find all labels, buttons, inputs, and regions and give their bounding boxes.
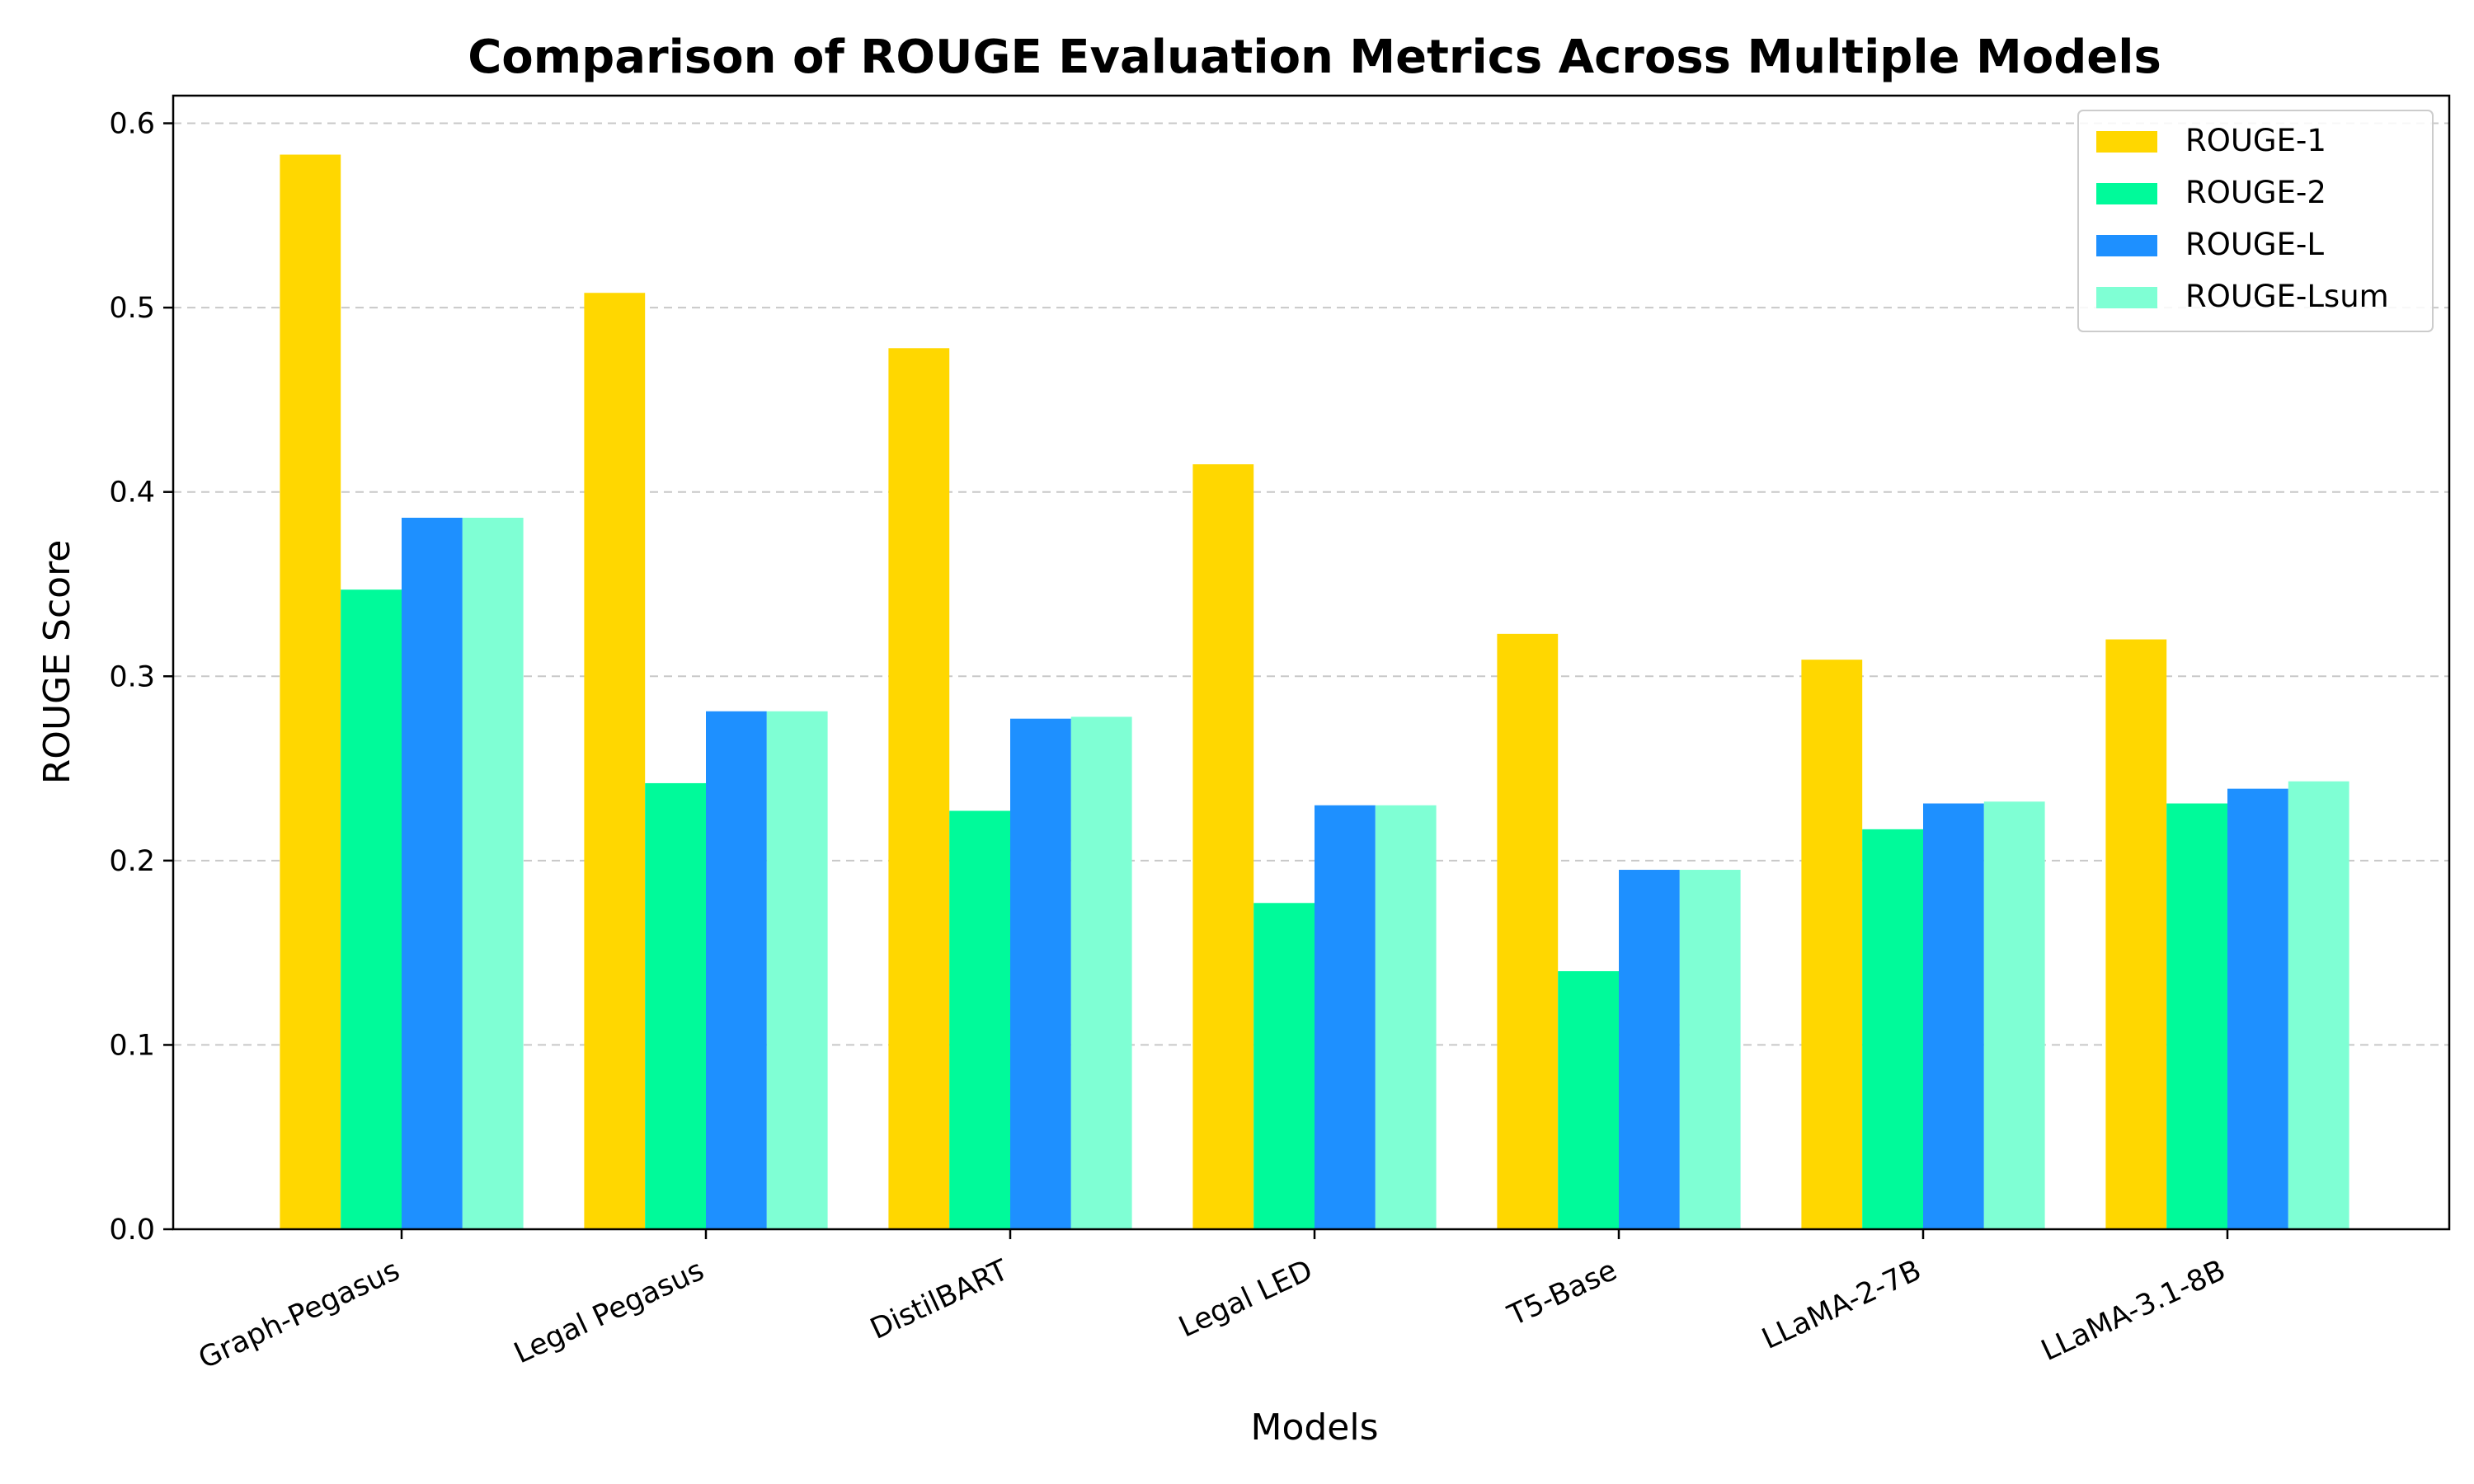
- bar-rouge-lsum: [1375, 805, 1437, 1229]
- x-tick-label: Graph-Pegasus: [194, 1254, 405, 1376]
- bar-rouge-1: [1192, 464, 1254, 1229]
- bar-rouge-1: [280, 154, 341, 1230]
- x-tick-label: T5-Base: [1503, 1254, 1622, 1333]
- bar-rouge-1: [2105, 639, 2167, 1229]
- x-tick-label: LLaMA-2-7B: [1757, 1254, 1926, 1356]
- y-tick-label: 0.0: [109, 1214, 155, 1247]
- legend-swatch: [2096, 287, 2157, 308]
- bar-rouge-1: [1497, 633, 1559, 1229]
- legend-label: ROUGE-Lsum: [2185, 279, 2389, 314]
- y-axis-label: ROUGE Score: [36, 540, 78, 785]
- legend-swatch: [2096, 131, 2157, 153]
- bar-rouge-l: [706, 711, 767, 1229]
- bar-rouge-l: [1923, 803, 1984, 1229]
- legend-label: ROUGE-1: [2185, 123, 2326, 158]
- bar-rouge-lsum: [462, 517, 524, 1229]
- y-tick-label: 0.3: [109, 660, 155, 693]
- chart-title: Comparison of ROUGE Evaluation Metrics A…: [468, 31, 2161, 84]
- x-tick-label: LLaMA-3.1-8B: [2036, 1254, 2230, 1368]
- y-tick-label: 0.2: [109, 845, 155, 878]
- grid: [173, 122, 2449, 1230]
- legend-swatch: [2096, 235, 2157, 256]
- bar-rouge-2: [1862, 829, 1923, 1229]
- bar-rouge-2: [341, 589, 402, 1229]
- y-tick-label: 0.6: [109, 108, 155, 141]
- bar-rouge-1: [888, 348, 950, 1230]
- bar-rouge-1: [1801, 660, 1863, 1229]
- bar-rouge-2: [949, 810, 1010, 1229]
- bar-rouge-l: [1315, 805, 1376, 1229]
- y-tick-label: 0.4: [109, 477, 155, 510]
- bar-rouge-1: [584, 293, 646, 1229]
- bars: [280, 154, 2349, 1230]
- bar-rouge-lsum: [1679, 870, 1741, 1229]
- bar-rouge-l: [2227, 788, 2288, 1229]
- plot-frame: [172, 94, 2451, 1231]
- bar-rouge-2: [1558, 970, 1619, 1229]
- bar-rouge-l: [1010, 718, 1071, 1229]
- legend-label: ROUGE-L: [2185, 227, 2324, 262]
- y-axis: 0.0 0.1 0.2 0.3 0.4 0.5 0.6: [109, 108, 173, 1247]
- x-tick-label: Legal LED: [1174, 1254, 1318, 1345]
- x-axis-label: Models: [1250, 1407, 1378, 1449]
- bar-rouge-lsum: [2288, 781, 2349, 1229]
- x-tick-label: DistilBART: [865, 1254, 1014, 1346]
- bar-rouge-lsum: [1070, 716, 1132, 1229]
- bar-rouge-2: [2166, 803, 2227, 1229]
- bar-rouge-2: [1253, 903, 1315, 1229]
- bar-rouge-2: [645, 782, 706, 1229]
- bar-rouge-l: [1619, 870, 1680, 1229]
- y-tick-label: 0.1: [109, 1029, 155, 1062]
- bar-rouge-l: [402, 517, 463, 1229]
- y-tick-label: 0.5: [109, 292, 155, 325]
- bar-rouge-lsum: [766, 711, 828, 1229]
- legend-frame: [2077, 110, 2434, 332]
- bar-rouge-lsum: [1983, 801, 2045, 1229]
- x-tick-label: Legal Pegasus: [510, 1254, 709, 1370]
- legend: ROUGE-1 ROUGE-2 ROUGE-L ROUGE-Lsum: [2077, 110, 2434, 332]
- legend-swatch: [2096, 183, 2157, 204]
- x-axis: Graph-Pegasus Legal Pegasus DistilBART Lega…: [194, 1229, 2231, 1376]
- legend-label: ROUGE-2: [2185, 175, 2326, 210]
